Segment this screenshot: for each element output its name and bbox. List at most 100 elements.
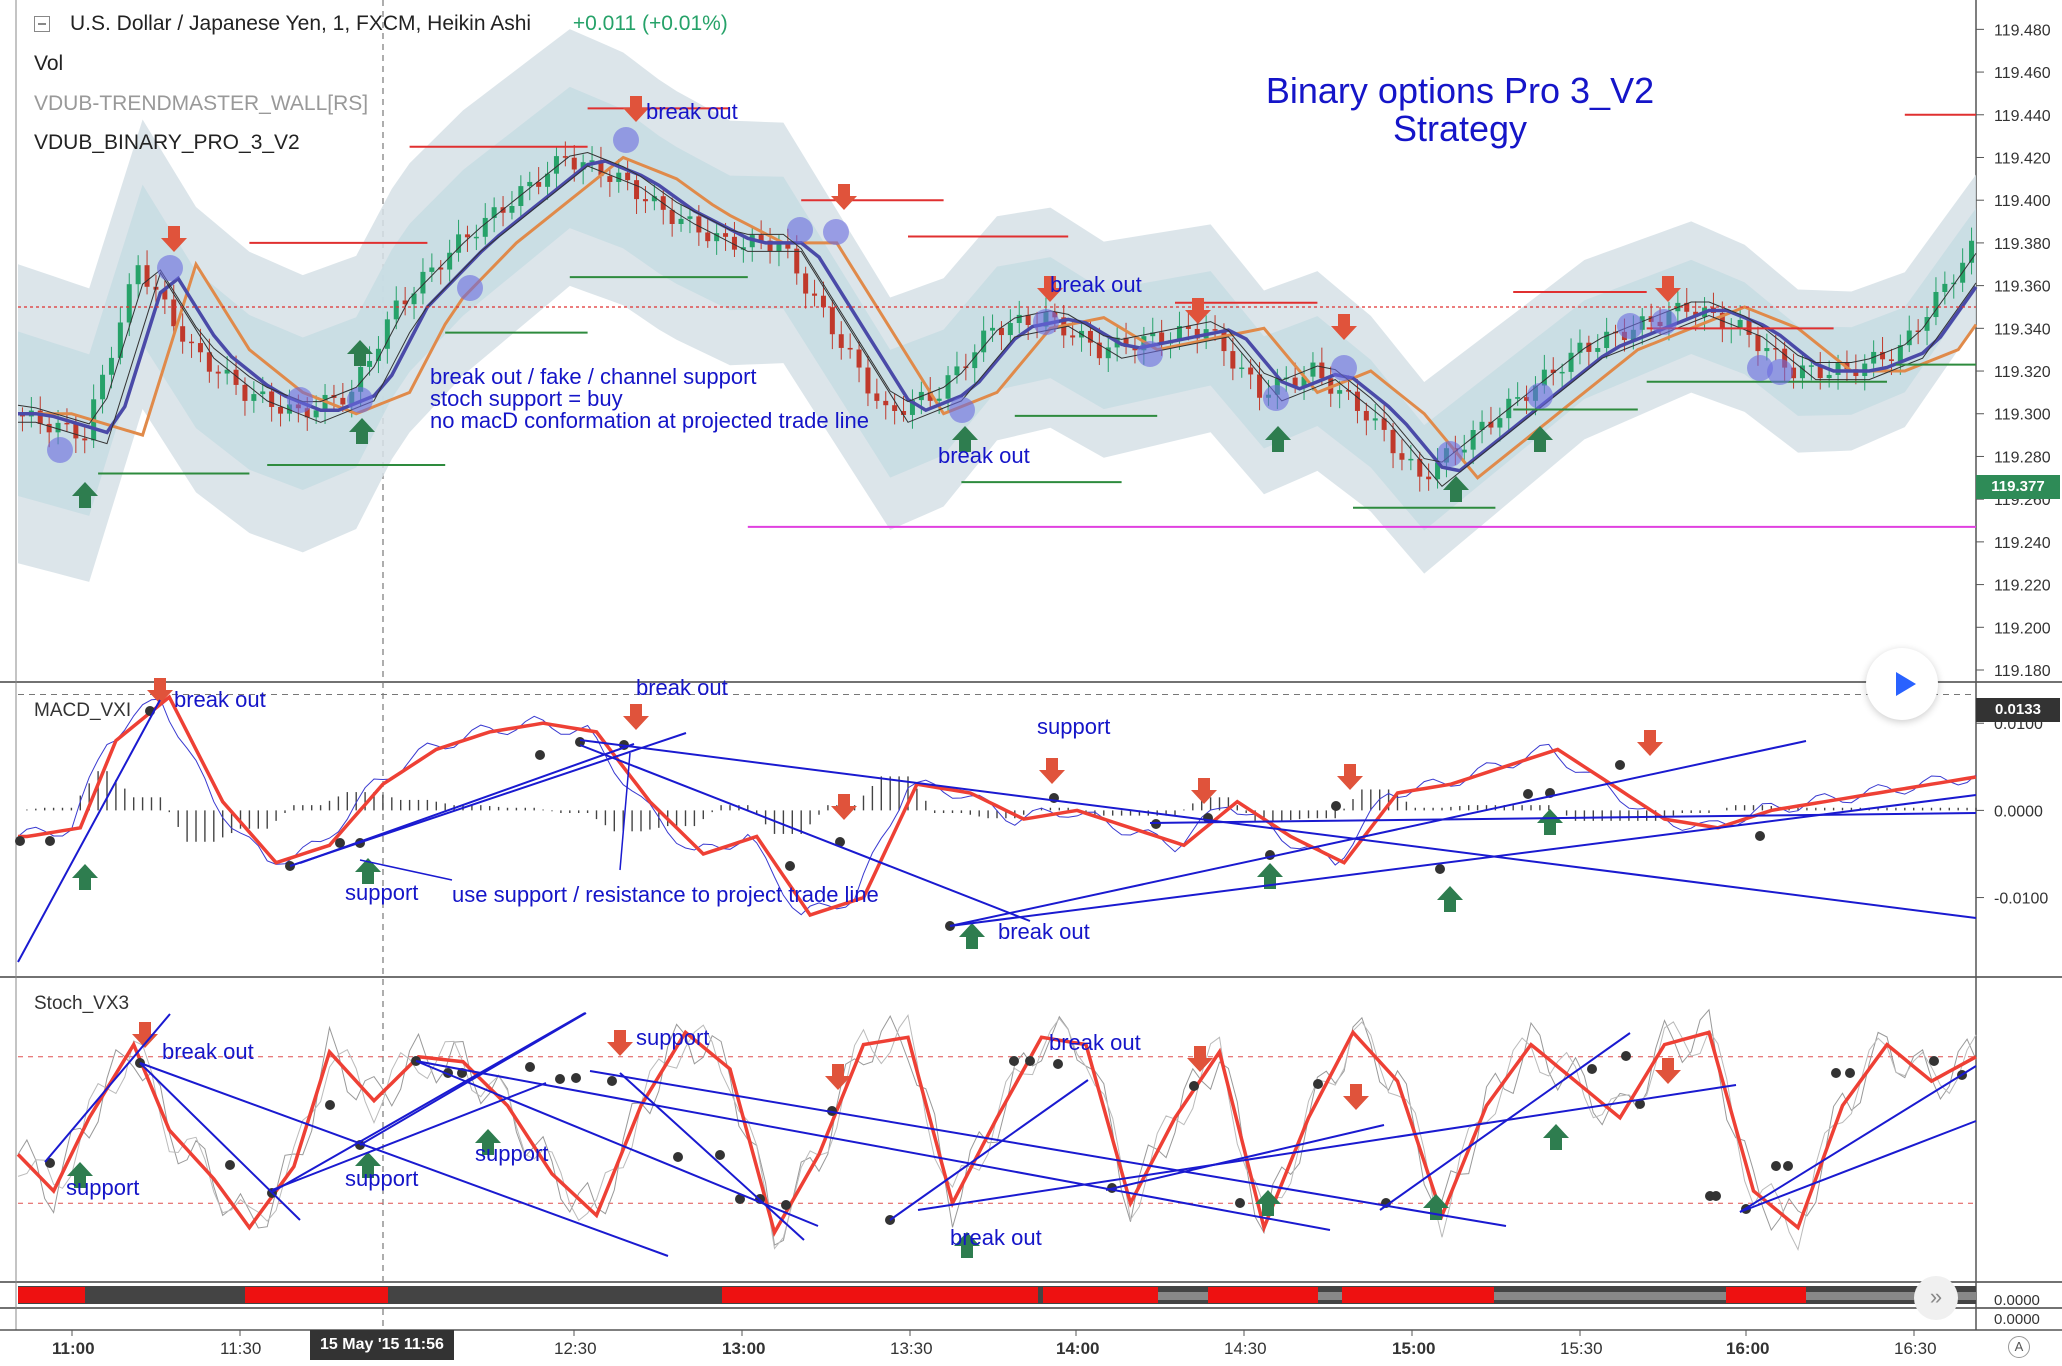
- collapse-legend-icon[interactable]: [34, 16, 50, 32]
- macd-support-label-1: support: [1037, 714, 1111, 739]
- price-tick-label: 119.420: [1994, 150, 2051, 167]
- stoch-trend-line: [917, 1084, 1737, 1211]
- macd-cross-dot: [1151, 819, 1161, 829]
- macd-project-label: use support / resistance to project trad…: [452, 882, 879, 907]
- macd-cross-dot: [1615, 760, 1625, 770]
- candle-body: [1648, 316, 1654, 322]
- signal-dot-circle: [457, 275, 483, 301]
- candle-body: [927, 391, 933, 401]
- candle-body: [1212, 329, 1218, 331]
- stoch-cross-dot: [1635, 1099, 1645, 1109]
- candle-body: [589, 160, 595, 163]
- scroll-to-realtime-button[interactable]: »: [1914, 1276, 1958, 1320]
- signal-dot-circle: [1527, 383, 1553, 409]
- candle-body: [1176, 326, 1182, 341]
- stoch-pane-title[interactable]: Stoch_VX3: [34, 993, 130, 1014]
- stoch-cross-dot: [1313, 1079, 1323, 1089]
- macd-support-label-2: support: [345, 880, 419, 905]
- stoch-trend-line: [889, 1079, 1089, 1221]
- candle-body: [838, 334, 844, 348]
- candle-body: [411, 293, 417, 305]
- candle-body: [1007, 323, 1013, 336]
- candle-body: [1319, 362, 1325, 379]
- binary-pro-indicator-label[interactable]: VDUB_BINARY_PRO_3_V2: [34, 131, 300, 154]
- candle-body: [1025, 314, 1031, 326]
- candle-body: [812, 293, 818, 296]
- macd-sell-arrow: [831, 794, 857, 820]
- macd-signal-line: [18, 694, 1977, 918]
- candle-body: [100, 374, 106, 400]
- stoch-buy-arrow: [475, 1129, 501, 1155]
- signal-dot-circle: [1767, 359, 1793, 385]
- candle-body: [723, 233, 729, 237]
- play-replay-button[interactable]: [1866, 648, 1938, 720]
- candle-body: [126, 284, 132, 323]
- candle-body: [571, 157, 577, 170]
- macd-trend-line: [299, 743, 635, 864]
- macd-pane-title[interactable]: MACD_VXI: [34, 700, 132, 721]
- stoch-cross-dot: [1235, 1198, 1245, 1208]
- time-axis-label: 16:30: [1894, 1339, 1937, 1358]
- macd-sell-arrow: [147, 678, 173, 704]
- candle-body: [1363, 410, 1369, 421]
- stoch-breakout-label-2: break out: [1049, 1030, 1141, 1055]
- candle-body: [874, 393, 880, 401]
- main-breakout-label-1: break out: [646, 99, 738, 124]
- candle-body: [1470, 429, 1476, 450]
- stoch-support-label-4: support: [66, 1175, 140, 1200]
- candle-body: [260, 391, 266, 395]
- candle-body: [1381, 418, 1387, 430]
- candle-body: [420, 271, 426, 294]
- stoch-cross-dot: [1025, 1056, 1035, 1066]
- signal-dot-circle: [1137, 341, 1163, 367]
- signal-dot-circle: [1651, 309, 1677, 335]
- candle-body: [242, 384, 248, 401]
- candle-body: [509, 206, 515, 213]
- candle-body: [562, 156, 568, 158]
- candle-body: [785, 243, 791, 249]
- candle-body: [144, 265, 150, 287]
- candle-body: [1185, 326, 1191, 329]
- candle-body: [1194, 328, 1200, 339]
- candle-body: [990, 327, 996, 331]
- candle-body: [553, 156, 559, 174]
- candle-body: [1105, 347, 1111, 359]
- sell-arrow: [623, 96, 649, 122]
- stoch-trend-line: [44, 1013, 171, 1163]
- candle-body: [286, 404, 292, 414]
- macd-tick-label: -0.0100: [1994, 891, 2048, 908]
- stoch-buy-arrow: [1543, 1124, 1569, 1150]
- candle-body: [189, 341, 195, 344]
- trendmaster-indicator-label[interactable]: VDUB-TRENDMASTER_WALL[RS]: [34, 92, 369, 115]
- stoch-trend-line: [139, 1062, 301, 1221]
- candle-body: [269, 391, 275, 407]
- volume-indicator-label[interactable]: Vol: [34, 52, 64, 75]
- candle-body: [1737, 319, 1743, 328]
- signal-dot-circle: [1033, 309, 1059, 335]
- candle-body: [313, 410, 319, 418]
- candle-body: [1354, 391, 1360, 411]
- auto-scale-button[interactable]: A: [2008, 1336, 2030, 1358]
- trend-strip-red-segment: [1342, 1287, 1494, 1303]
- candle-body: [1248, 367, 1254, 375]
- candle-body: [625, 172, 631, 181]
- candle-body: [224, 369, 230, 374]
- stoch-trend-line: [271, 1082, 547, 1191]
- candle-body: [1461, 449, 1467, 453]
- stoch-cross-dot: [1929, 1056, 1939, 1066]
- candle-body: [340, 397, 346, 405]
- strategy-title-line-2: Strategy: [1392, 108, 1528, 149]
- candle-body: [972, 352, 978, 369]
- price-tick-label: 119.200: [1994, 620, 2051, 637]
- trend-strip-red-segment: [18, 1287, 85, 1303]
- stoch-support-label-3: support: [345, 1166, 419, 1191]
- candle-body: [909, 400, 915, 415]
- sell-arrow: [1655, 276, 1681, 302]
- macd-buy-arrow: [1437, 886, 1463, 912]
- buy-arrow: [347, 340, 373, 366]
- buy-arrow: [1443, 476, 1469, 502]
- macd-cross-dot: [335, 838, 345, 848]
- stoch-cross-dot: [1053, 1059, 1063, 1069]
